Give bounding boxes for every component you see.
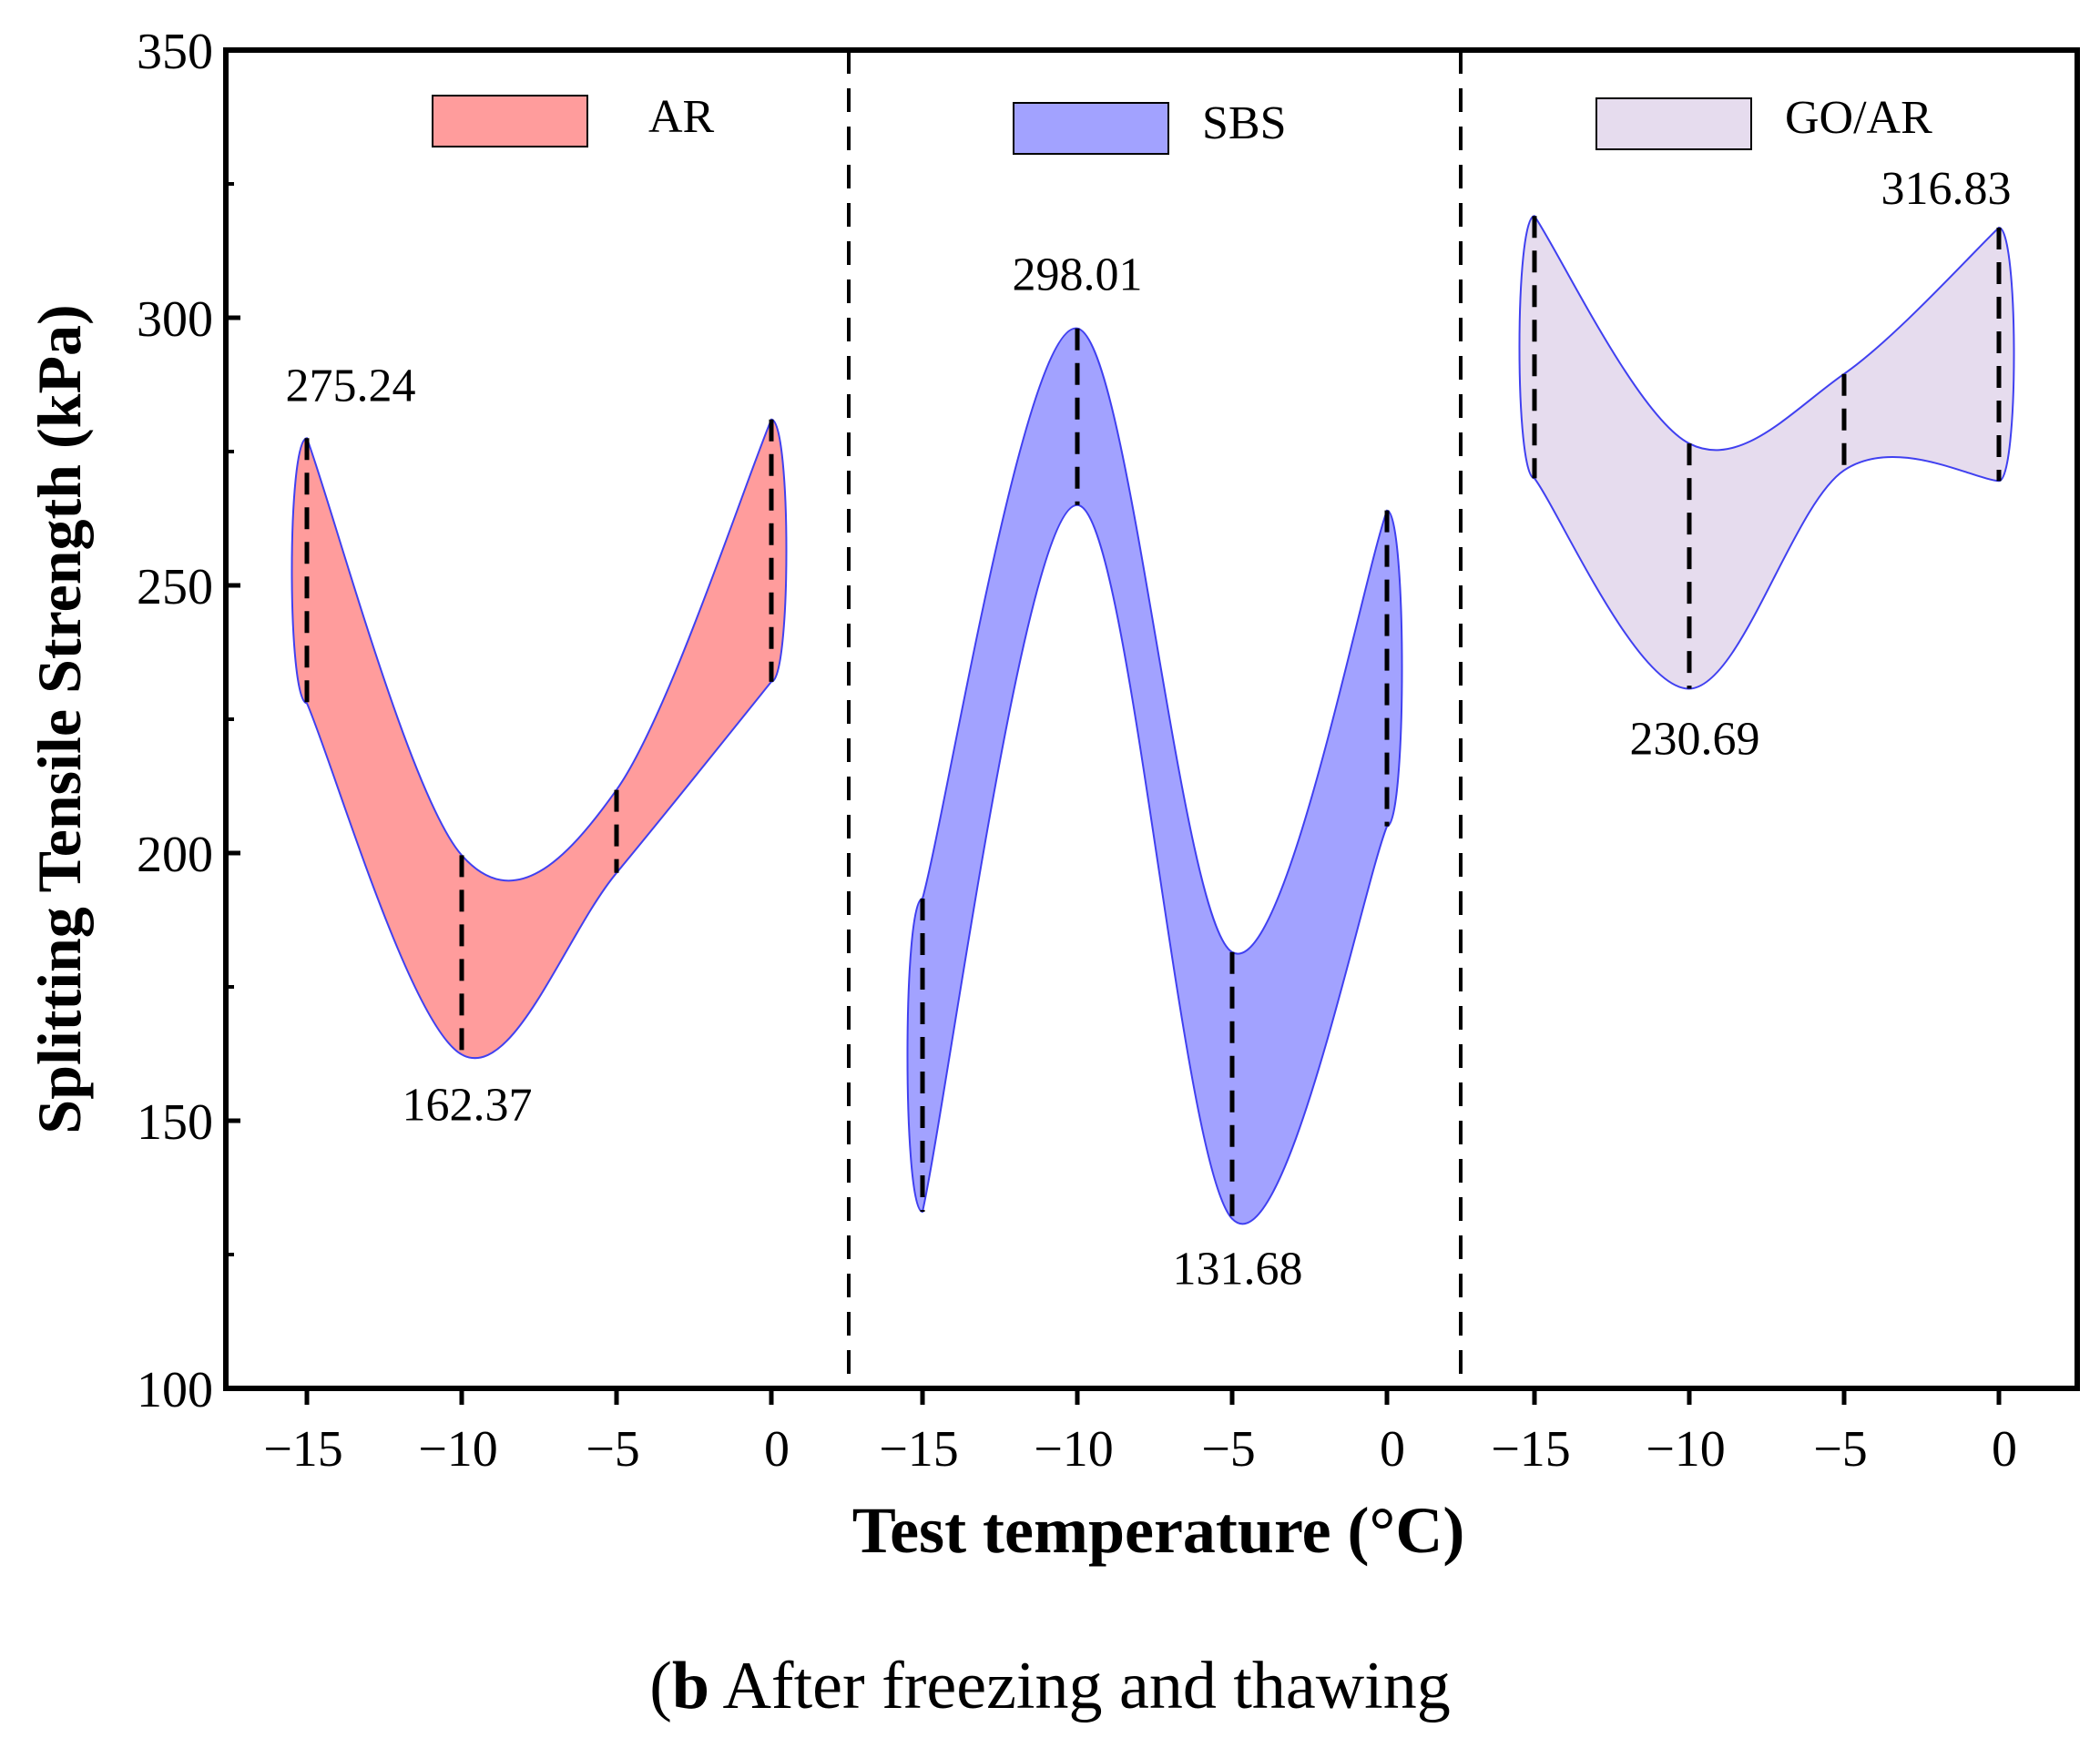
y-tick-label: 150 — [137, 1094, 213, 1151]
panel-dividers — [847, 50, 1463, 1388]
x-tick-label: 0 — [1992, 1421, 2017, 1478]
band-sbs — [906, 327, 1403, 1225]
x-tick-label: −15 — [879, 1421, 959, 1478]
series-bands — [291, 215, 2015, 1225]
x-tick-label: −5 — [1201, 1421, 1256, 1478]
x-tick-label: 0 — [1380, 1421, 1405, 1478]
x-tick-label: −15 — [263, 1421, 343, 1478]
x-tick-label: −15 — [1491, 1421, 1571, 1478]
data-labels: 275.24 162.37 298.01 131.68 316.83 230.69 — [286, 163, 2012, 1296]
legend-label-go-ar: GO/AR — [1785, 92, 1932, 144]
x-axis-title: Test temperature (°C) — [852, 1494, 1465, 1567]
y-tick-label: 350 — [137, 24, 213, 80]
data-label: 275.24 — [286, 361, 416, 412]
caption-text: After freezing and thawing — [709, 1649, 1451, 1723]
x-axis: −15 −10 −5 0 −15 −10 −5 0 −15 −10 −5 0 — [263, 1388, 2017, 1478]
x-tick-label: −10 — [1646, 1421, 1726, 1478]
x-tick-label: −5 — [1813, 1421, 1868, 1478]
band-go-ar — [1518, 215, 2015, 690]
figure-caption: (b After freezing and thawing — [649, 1649, 1451, 1723]
x-tick-label: 0 — [764, 1421, 790, 1478]
y-tick-label: 200 — [137, 827, 213, 883]
y-axis: 100 150 200 250 300 350 — [137, 24, 240, 1418]
data-label: 162.37 — [403, 1079, 533, 1131]
y-tick-label: 300 — [137, 291, 213, 348]
x-tick-label: −5 — [586, 1421, 640, 1478]
y-tick-label: 250 — [137, 559, 213, 615]
legend-label-ar: AR — [648, 91, 715, 143]
x-tick-label: −10 — [418, 1421, 498, 1478]
drop-lines — [304, 216, 2002, 1219]
y-tick-label: 100 — [137, 1362, 213, 1418]
caption-panel-letter: b — [671, 1649, 710, 1723]
data-label: 298.01 — [1013, 249, 1143, 301]
legend: AR SBS GO/AR — [432, 91, 1932, 155]
x-tick-label: −10 — [1034, 1421, 1114, 1478]
y-axis-title: Splitting Tensile Strength (kPa) — [25, 304, 94, 1133]
band-ar — [291, 418, 788, 1059]
data-label: 230.69 — [1630, 714, 1760, 766]
data-label: 131.68 — [1173, 1244, 1303, 1296]
legend-label-sbs: SBS — [1202, 97, 1287, 149]
data-label: 316.83 — [1881, 163, 2012, 215]
legend-swatch-sbs — [1013, 102, 1169, 155]
legend-swatch-go-ar — [1595, 97, 1752, 150]
legend-swatch-ar — [432, 95, 588, 147]
